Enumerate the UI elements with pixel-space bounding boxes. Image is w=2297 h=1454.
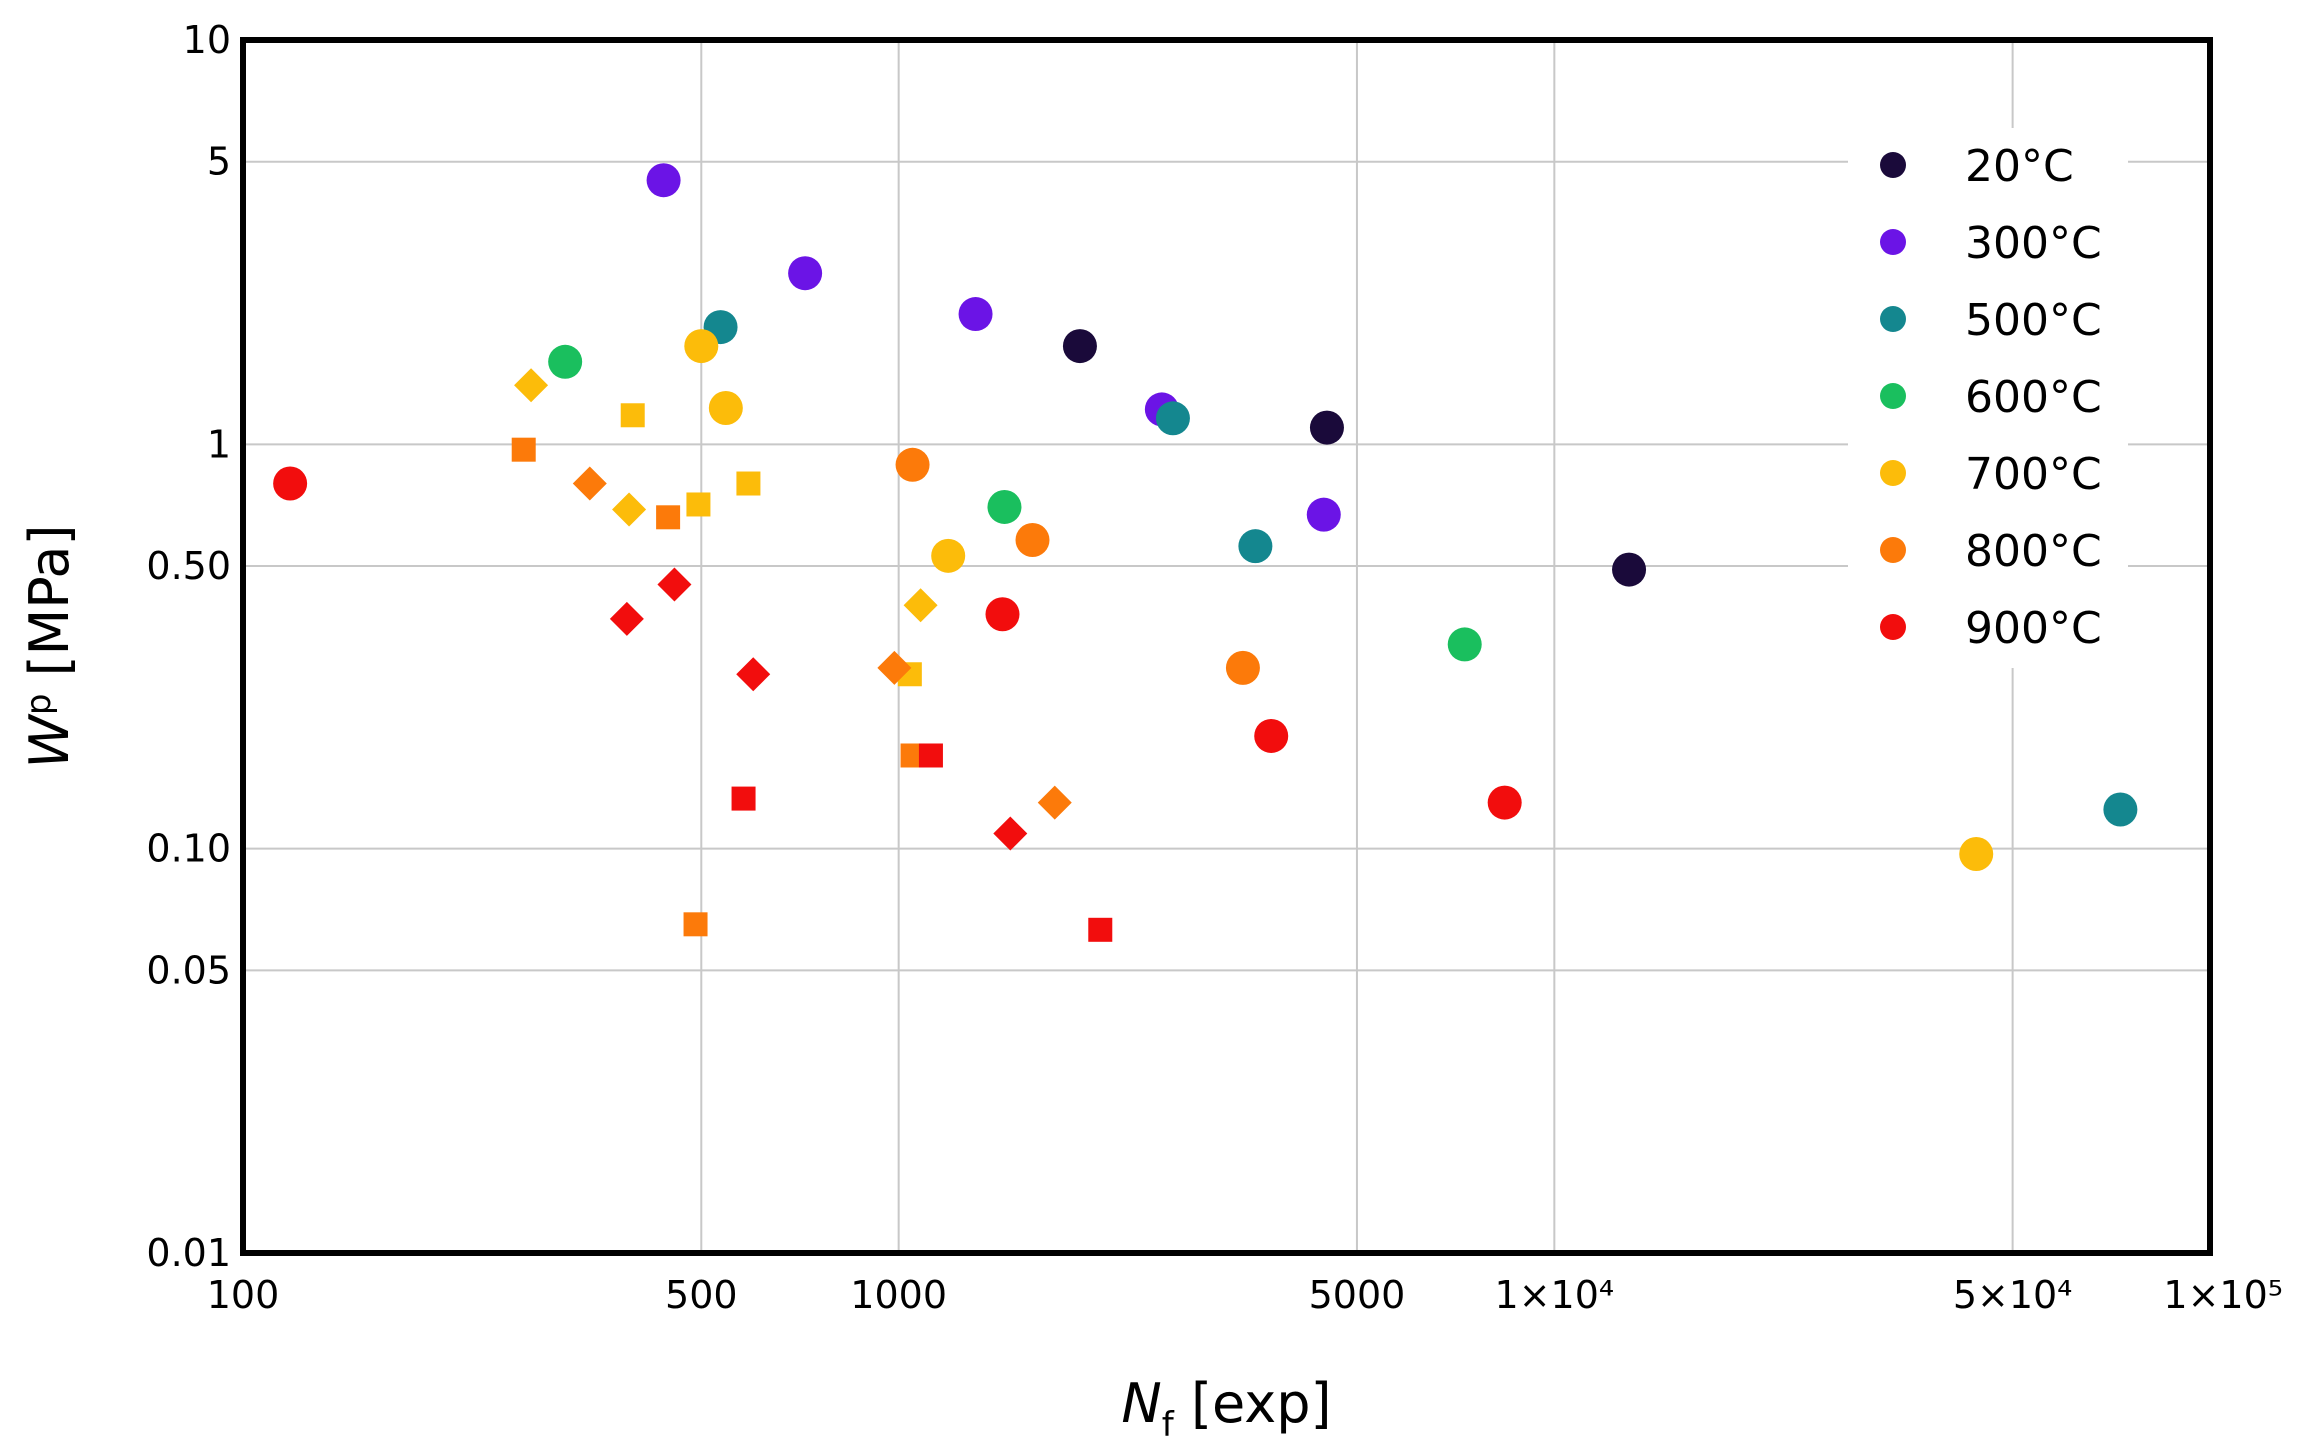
legend-label: 900°C	[1965, 603, 2102, 654]
y-tick-label: 0.05	[146, 948, 231, 992]
x-tick-label: 1×10⁴	[1495, 1273, 1615, 1317]
data-point-diamond	[903, 588, 938, 623]
y-axis-label-main: W	[18, 713, 81, 769]
data-point-circle	[1015, 522, 1050, 557]
x-tick-label: 100	[207, 1273, 280, 1317]
data-point-circle	[1959, 837, 1994, 872]
data-point-circle	[1254, 718, 1289, 753]
x-tick-label: 5×10⁴	[1953, 1273, 2073, 1317]
y-tick-label: 10	[183, 18, 231, 62]
legend-marker	[1880, 229, 1906, 255]
data-point-circle	[958, 297, 993, 332]
legend-marker	[1880, 460, 1906, 486]
x-axis-label: Nf [exp]	[1121, 1372, 1331, 1445]
legend-label: 600°C	[1965, 372, 2102, 423]
data-point-square	[683, 912, 708, 937]
y-tick-label: 0.10	[146, 827, 231, 871]
y-tick-label: 0.50	[146, 544, 231, 588]
data-point-circle	[1447, 627, 1482, 662]
y-axis-label-rest: [MPa]	[18, 524, 81, 693]
data-point-circle	[273, 466, 308, 501]
x-tick-labels: 100 500 1000 5000 1×10⁴ 5×10⁴ 1×10⁵	[207, 1273, 2283, 1317]
x-tick-label: 500	[665, 1273, 738, 1317]
data-point-square	[686, 492, 711, 517]
data-point-circle	[646, 163, 681, 198]
data-point-square	[620, 403, 645, 428]
y-tick-label: 1	[207, 422, 231, 466]
data-point-circle	[1238, 529, 1273, 564]
data-point-circle	[1612, 552, 1647, 587]
legend-label: 500°C	[1965, 295, 2102, 346]
x-tick-label: 5000	[1309, 1273, 1406, 1317]
x-tick-label: 1×10⁵	[2163, 1273, 2283, 1317]
data-point-diamond	[514, 368, 549, 403]
legend-marker	[1880, 383, 1906, 409]
plot-frame	[240, 37, 2213, 1256]
y-tick-label: 5	[207, 140, 231, 184]
data-point-circle	[708, 390, 743, 425]
data-point-circle	[1155, 401, 1190, 436]
data-point-square	[736, 471, 761, 496]
data-point-circle	[1062, 329, 1097, 364]
legend-label: 300°C	[1965, 218, 2102, 269]
x-axis-label-rest: [exp]	[1174, 1372, 1332, 1435]
data-point-diamond	[609, 601, 644, 636]
legend-label: 20°C	[1965, 141, 2074, 192]
data-point-square	[918, 743, 943, 768]
data-point-circle	[985, 597, 1020, 632]
data-point-square	[731, 786, 756, 811]
data-point-square	[511, 437, 536, 462]
data-point-diamond	[736, 657, 771, 692]
legend-label: 700°C	[1965, 449, 2102, 500]
legend-marker	[1880, 306, 1906, 332]
y-tick-labels: 0.01 0.05 0.10 0.50 1 5 10	[146, 18, 231, 1275]
data-points	[273, 163, 2138, 942]
data-point-circle	[931, 538, 966, 573]
data-point-circle	[2103, 792, 2138, 827]
data-point-circle	[1306, 497, 1341, 532]
data-point-diamond	[572, 466, 607, 501]
data-point-square	[1088, 917, 1113, 942]
x-axis-label-sub: f	[1162, 1405, 1175, 1445]
data-point-diamond	[993, 816, 1028, 851]
data-point-diamond	[612, 492, 647, 527]
legend-label: 800°C	[1965, 526, 2102, 577]
data-point-diamond	[657, 567, 692, 602]
legend-marker	[1880, 152, 1906, 178]
x-axis-label-main: N	[1121, 1372, 1161, 1435]
data-point-circle	[788, 256, 823, 291]
data-point-circle	[895, 447, 930, 482]
y-axis-label: Wp [MPa]	[18, 524, 81, 768]
legend-marker	[1880, 614, 1906, 640]
data-point-circle	[548, 344, 583, 379]
y-axis-label-sup: p	[19, 694, 59, 716]
data-point-circle	[987, 489, 1022, 524]
data-point-diamond	[1037, 785, 1072, 820]
legend-marker	[1880, 537, 1906, 563]
legend: 20°C 300°C 500°C 600°C 700°C 800°C 900°C	[1848, 128, 2128, 668]
data-point-circle	[1487, 785, 1522, 820]
x-tick-label: 1000	[850, 1273, 947, 1317]
data-point-diamond	[877, 650, 912, 685]
data-point-circle	[684, 329, 719, 364]
y-tick-label: 0.01	[146, 1231, 231, 1275]
data-point-circle	[1225, 650, 1260, 685]
data-point-circle	[1309, 410, 1344, 445]
data-point-square	[656, 505, 681, 530]
